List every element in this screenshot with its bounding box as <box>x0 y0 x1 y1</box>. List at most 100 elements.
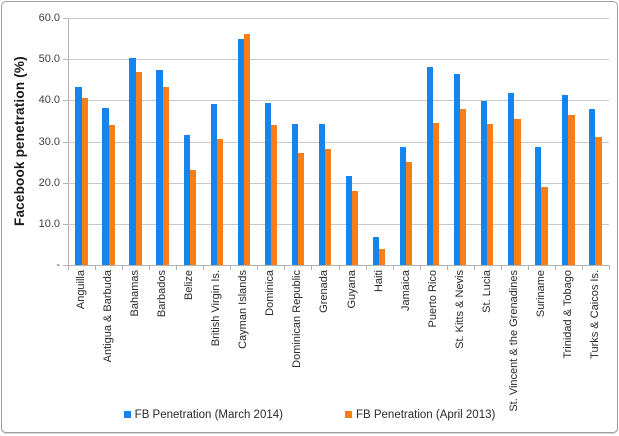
legend-swatch-blue-icon <box>123 411 131 418</box>
category-column <box>582 18 609 265</box>
x-label-slot: St. Lucia <box>474 270 501 408</box>
x-label-slot: Trinidad & Tobago <box>555 270 582 408</box>
bar-april2013-18 <box>568 114 575 265</box>
x-category-label: Barbados <box>156 270 169 318</box>
y-tick-label-10: 10.0 <box>38 217 60 230</box>
x-tick-mark <box>473 266 475 270</box>
x-category-label: Dominican Republic <box>291 270 304 368</box>
y-tick-label-30: 30.0 <box>38 135 60 148</box>
gridline-20 <box>68 182 609 184</box>
category-column <box>501 18 528 265</box>
x-tick-mark <box>311 266 313 270</box>
category-column <box>230 18 257 265</box>
category-column <box>176 18 203 265</box>
x-tick-mark <box>284 266 286 270</box>
x-category-label: Antigua & Barbuda <box>102 270 115 363</box>
y-tick-mark-30 <box>63 141 68 143</box>
x-label-slot: Barbados <box>149 270 176 408</box>
x-category-label: Grenada <box>318 270 331 313</box>
x-tick-mark <box>176 266 178 270</box>
y-tick-mark-20 <box>63 182 68 184</box>
bar-april2013-13 <box>433 123 440 265</box>
legend-item-april-2013: FB Penetration (April 2013) <box>344 409 496 421</box>
bar-march2014-8 <box>291 124 298 265</box>
x-category-label: Belize <box>183 270 196 300</box>
bar-april2013-16 <box>514 119 521 265</box>
x-tick-mark <box>95 266 97 270</box>
bar-march2014-19 <box>589 109 596 265</box>
category-column <box>257 18 284 265</box>
x-category-label: Jamaica <box>399 270 412 311</box>
category-column <box>447 18 474 265</box>
gridline-40 <box>68 100 609 102</box>
x-tick-mark <box>338 266 340 270</box>
bar-april2013-17 <box>541 186 548 265</box>
x-label-slot: St. Vincent & the Grenadines <box>501 270 528 412</box>
gridline-10 <box>68 223 609 225</box>
bar-april2013-10 <box>352 190 359 265</box>
x-category-label: Trinidad & Tobago <box>561 270 574 359</box>
category-column <box>393 18 420 265</box>
category-column <box>122 18 149 265</box>
x-label-slot: Guyana <box>339 270 366 408</box>
category-column <box>203 18 230 265</box>
bar-march2014-15 <box>481 101 488 265</box>
bar-march2014-5 <box>210 104 217 265</box>
x-category-label: St. Lucia <box>480 270 493 313</box>
x-label-slot: St. Kitts & Nevis <box>447 270 474 408</box>
x-category-label: Dominica <box>264 270 277 316</box>
category-column <box>474 18 501 265</box>
x-label-slot: Belize <box>176 270 203 408</box>
y-tick-mark-0 <box>63 265 68 266</box>
bar-april2013-9 <box>324 148 332 265</box>
x-category-label: Turks & Caicos Is. <box>588 270 601 359</box>
x-tick-mark <box>149 266 151 270</box>
y-tick-mark-10 <box>63 223 68 225</box>
y-tick-mark-50 <box>63 59 68 61</box>
bar-april2013-3 <box>162 87 169 265</box>
bar-april2013-12 <box>406 162 413 265</box>
bar-march2014-9 <box>318 124 325 265</box>
bar-march2014-14 <box>454 74 461 265</box>
bar-march2014-12 <box>399 146 407 265</box>
bar-march2014-16 <box>508 93 515 265</box>
x-label-slot: Grenada <box>311 270 338 408</box>
bar-april2013-2 <box>135 71 142 265</box>
y-tick-label-0: - <box>56 259 60 271</box>
x-tick-mark <box>581 266 583 270</box>
bar-april2013-4 <box>189 170 196 265</box>
x-axis-line <box>68 265 610 266</box>
category-column <box>149 18 176 265</box>
legend-label-april-2013: FB Penetration (April 2013) <box>355 409 496 421</box>
y-tick-label-20: 20.0 <box>38 176 60 189</box>
x-label-slot: Haiti <box>366 270 393 408</box>
y-tick-mark-60 <box>63 18 68 19</box>
x-label-slot: Dominica <box>257 270 284 408</box>
x-tick-mark <box>122 266 124 270</box>
x-label-slot: Anguilla <box>68 270 95 408</box>
bar-april2013-5 <box>216 139 223 265</box>
bar-march2014-11 <box>372 237 380 265</box>
y-tick-label-40: 40.0 <box>38 94 60 107</box>
legend-item-march-2014: FB Penetration (March 2014) <box>123 409 283 421</box>
x-label-slot: Suriname <box>528 270 555 408</box>
x-category-label: St. Vincent & the Grenadines <box>507 270 520 412</box>
bar-april2013-1 <box>108 125 115 265</box>
bar-march2014-0 <box>75 86 82 265</box>
category-column <box>95 18 122 265</box>
bar-march2014-10 <box>345 176 352 265</box>
bar-march2014-1 <box>102 107 109 265</box>
bar-march2014-6 <box>237 38 244 265</box>
x-tick-mark <box>527 266 529 270</box>
bar-april2013-0 <box>81 97 88 265</box>
x-category-label: Cayman Islands <box>237 270 250 349</box>
legend: FB Penetration (March 2014) FB Penetrati… <box>2 409 617 421</box>
category-column <box>311 18 338 265</box>
category-column <box>366 18 393 265</box>
x-tick-mark <box>500 266 502 270</box>
x-tick-mark <box>230 266 232 270</box>
x-tick-mark <box>68 266 69 270</box>
x-category-label: Puerto Rico <box>426 270 439 328</box>
y-tick-mark-40 <box>63 100 68 102</box>
